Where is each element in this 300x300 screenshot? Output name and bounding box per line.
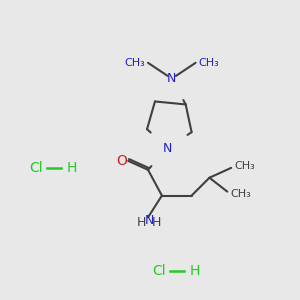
Text: H: H — [67, 161, 77, 175]
Text: N: N — [163, 142, 172, 154]
Text: H: H — [136, 216, 146, 229]
Text: CH₃: CH₃ — [199, 58, 219, 68]
Text: H: H — [152, 216, 162, 229]
Text: O: O — [116, 154, 127, 168]
Text: N: N — [144, 214, 154, 227]
Text: CH₃: CH₃ — [234, 161, 255, 171]
Text: N: N — [167, 72, 176, 85]
Text: H: H — [190, 264, 200, 278]
Text: CH₃: CH₃ — [124, 58, 145, 68]
Text: CH₃: CH₃ — [230, 189, 251, 199]
Text: Cl: Cl — [29, 161, 43, 175]
Text: Cl: Cl — [152, 264, 166, 278]
